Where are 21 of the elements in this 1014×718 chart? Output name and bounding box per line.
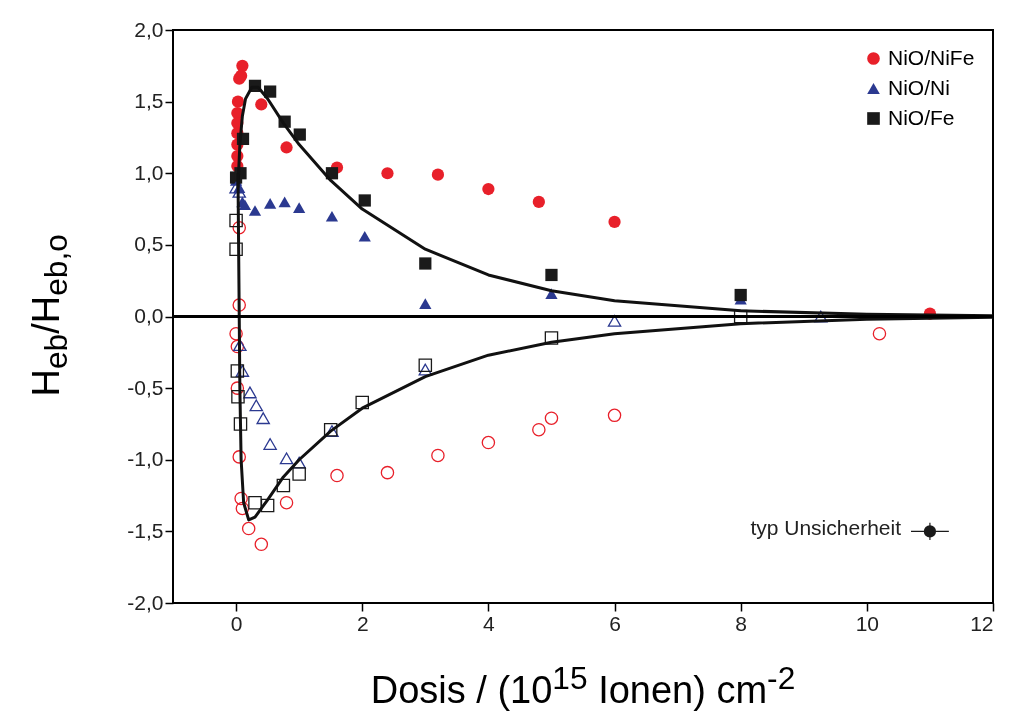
- y-tick-label: -2,0: [127, 590, 164, 614]
- y-tick-label: 0,5: [134, 232, 164, 256]
- y-tick-label: 1,0: [134, 160, 164, 184]
- y-tick-label: -1,0: [127, 447, 164, 471]
- legend-label: NiO/NiFe: [888, 45, 975, 69]
- y-tick-label: 2,0: [134, 17, 164, 41]
- x-tick-label: 4: [483, 611, 496, 635]
- x-axis-title: Dosis / (10$^{15}$ Ionen) cm$^{-2}$: [369, 660, 797, 712]
- y-tick-label: 1,5: [134, 89, 164, 113]
- x-tick-label: 2: [356, 611, 369, 635]
- y-tick-label: -1,5: [127, 518, 164, 542]
- x-tick-label: 10: [855, 611, 880, 635]
- legend-label: NiO/Ni: [888, 75, 950, 99]
- y-tick-label: 0,0: [134, 304, 164, 327]
- x-tick-label: 6: [609, 611, 621, 635]
- x-tick-label: 0: [230, 611, 243, 635]
- annotation: typ Unsicherheit: [750, 516, 902, 539]
- legend-label: NiO/Fe: [888, 105, 955, 129]
- y-tick-label: -0,5: [127, 375, 164, 399]
- x-tick-label: 8: [735, 611, 748, 635]
- x-tick-label: 12: [970, 611, 994, 635]
